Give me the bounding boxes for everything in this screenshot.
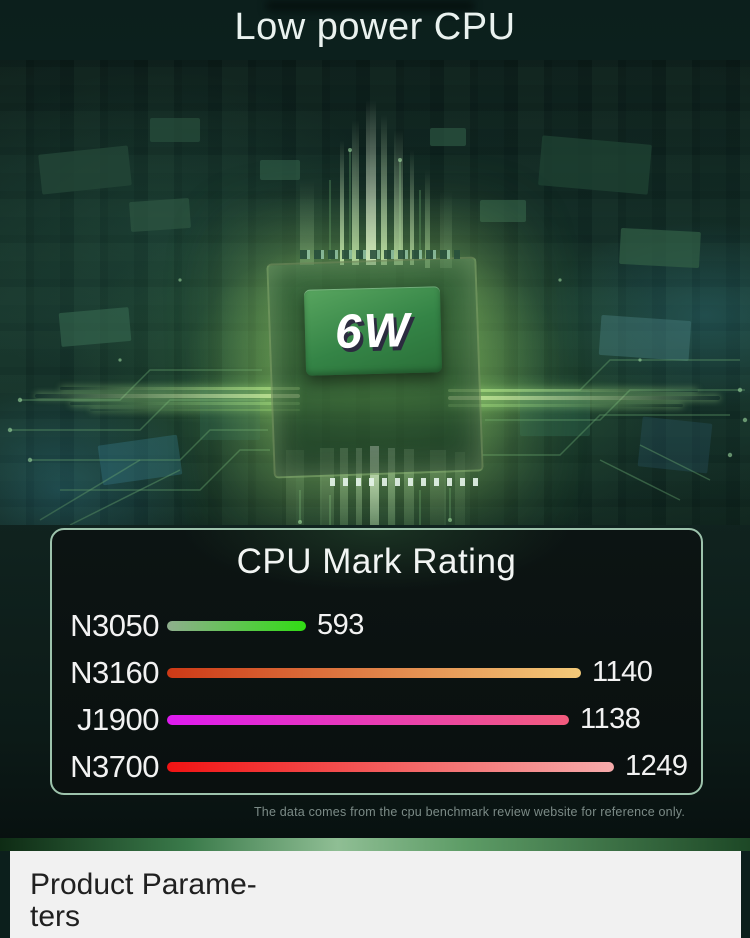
cpu-chart-rows: N3050 593 N3160 1140 J1900 1138 N3700 1249 (52, 602, 701, 790)
light-streak-down (356, 448, 362, 525)
light-beam-left (35, 394, 300, 398)
chart-bar (167, 761, 614, 772)
product-parameters-heading: Product Parame- ters (10, 851, 741, 932)
chart-row-label: N3050 (70, 607, 159, 643)
chart-row: N3160 1140 (52, 649, 701, 696)
light-streak-up (381, 115, 387, 265)
chart-row: N3700 1249 (52, 743, 701, 790)
chart-row-label: N3160 (70, 654, 159, 690)
chart-bar-value: 1249 (625, 750, 688, 782)
product-parameters-heading-line1: Product Parame- (30, 868, 257, 901)
cpu-pins-top (300, 250, 460, 259)
page-title: Low power CPU (234, 6, 516, 48)
light-beam-right (448, 404, 683, 407)
chart-bar (167, 620, 306, 631)
light-streak-up (394, 130, 403, 265)
light-streak-up (300, 180, 314, 265)
chart-source-caption: The data comes from the cpu benchmark re… (253, 805, 685, 819)
light-streak-up (366, 100, 376, 265)
light-streak-up (440, 190, 452, 268)
light-beam-right (448, 389, 698, 392)
light-streak-up (352, 120, 359, 265)
chart-bar-value: 1138 (580, 703, 641, 735)
cpu-pins-bottom (330, 478, 480, 486)
chart-bar (167, 667, 581, 678)
product-parameters-card: Product Parame- ters (10, 851, 741, 938)
chart-bar-value: 1140 (592, 656, 653, 688)
product-parameters-heading-line2: ters (30, 899, 81, 933)
chart-row-label: N3700 (70, 748, 159, 784)
light-streak-up (410, 150, 414, 265)
chart-row-label: J1900 (77, 701, 159, 737)
light-beam-left (70, 402, 300, 405)
light-beam-left (90, 409, 300, 411)
light-streak-down (340, 448, 348, 525)
light-streak-down (455, 452, 465, 525)
top-ghost-text-remnant (265, 0, 475, 12)
chart-bar-value: 593 (317, 609, 364, 641)
chart-row: N3050 593 (52, 602, 701, 649)
light-beam-left (60, 387, 300, 390)
light-streak-up (340, 140, 344, 265)
light-beam-right (448, 396, 720, 400)
light-streak-down (404, 449, 414, 525)
chart-bar (167, 714, 569, 725)
light-streak-up (425, 170, 430, 268)
green-divider-band (0, 838, 750, 851)
cpu-mark-rating-panel: CPU Mark Rating N3050 593 N3160 1140 J1900 11… (50, 528, 703, 795)
chart-row: J1900 1138 (52, 696, 701, 743)
chip-wattage-label: 6W (334, 303, 412, 359)
cpu-chip: 6W (303, 286, 443, 376)
circuit-board-hero-image: 6W (0, 60, 750, 525)
light-streak-down (388, 448, 395, 525)
chart-title: CPU Mark Rating (236, 542, 517, 581)
